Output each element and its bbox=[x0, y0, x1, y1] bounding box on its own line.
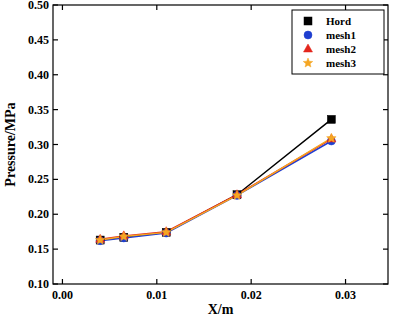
y-tick bbox=[53, 4, 58, 5]
chart: 0.00 0.01 0.02 0.03 0.10 0.15 0.20 0.25 0.30 0.35… bbox=[0, 0, 400, 322]
legend-label: mesh1 bbox=[326, 29, 356, 41]
y-tick bbox=[53, 283, 58, 284]
point bbox=[95, 235, 105, 244]
point bbox=[96, 236, 104, 244]
legend-box bbox=[292, 10, 384, 74]
x-tick-label: 0.02 bbox=[241, 288, 262, 302]
legend-marker bbox=[304, 17, 312, 25]
y-tick-label: 0.30 bbox=[28, 138, 49, 152]
y-tick-label: 0.15 bbox=[28, 242, 49, 256]
point bbox=[232, 190, 242, 199]
x-tick bbox=[156, 279, 157, 284]
series-line bbox=[100, 141, 331, 241]
y-tick-right bbox=[383, 4, 388, 5]
legend-label: Hord bbox=[326, 15, 351, 27]
y-tick bbox=[53, 74, 58, 75]
legend-marker bbox=[304, 31, 312, 39]
x-tick-top bbox=[62, 5, 63, 10]
series-line bbox=[100, 119, 331, 240]
x-tick bbox=[251, 279, 252, 284]
y-tick bbox=[53, 109, 58, 110]
y-tick-label: 0.50 bbox=[28, 0, 49, 12]
y-tick-right bbox=[383, 249, 388, 250]
series-line bbox=[100, 138, 331, 240]
plot-frame bbox=[53, 5, 388, 284]
y-tick-label: 0.35 bbox=[28, 103, 49, 117]
y-tick-right bbox=[383, 283, 388, 284]
legend-label: mesh2 bbox=[326, 43, 356, 55]
y-tick-label: 0.40 bbox=[28, 68, 49, 82]
y-tick-label: 0.20 bbox=[28, 207, 49, 221]
y-tick-right bbox=[383, 214, 388, 215]
x-tick bbox=[345, 279, 346, 284]
legend-label: mesh3 bbox=[326, 57, 356, 69]
point bbox=[233, 191, 241, 199]
y-tick bbox=[53, 249, 58, 250]
legend: Hord mesh1 mesh2 mesh3 bbox=[292, 10, 384, 74]
x-tick-top bbox=[251, 5, 252, 10]
point bbox=[327, 133, 337, 142]
legend-marker bbox=[304, 44, 313, 52]
series-group bbox=[95, 115, 336, 244]
y-tick bbox=[53, 179, 58, 180]
point bbox=[119, 232, 129, 241]
y-tick-right bbox=[383, 109, 388, 110]
x-tick-label: 0.01 bbox=[146, 288, 167, 302]
x-tick-label: 0.00 bbox=[52, 288, 73, 302]
legend-marker bbox=[303, 58, 313, 67]
x-tick-top bbox=[345, 5, 346, 10]
y-tick-right bbox=[383, 179, 388, 180]
point bbox=[233, 191, 241, 199]
x-tick-label: 0.03 bbox=[335, 288, 356, 302]
y-tick bbox=[53, 144, 58, 145]
y-tick-right bbox=[383, 144, 388, 145]
y-tick bbox=[53, 214, 58, 215]
y-tick-label: 0.25 bbox=[28, 172, 49, 186]
y-tick-label: 0.45 bbox=[28, 33, 49, 47]
y-tick bbox=[53, 39, 58, 40]
y-tick-label: 0.10 bbox=[28, 277, 49, 291]
point bbox=[162, 228, 170, 236]
x-tick bbox=[62, 279, 63, 284]
y-axis-label: Pressure/MPa bbox=[3, 102, 18, 186]
x-axis-label: X/m bbox=[208, 302, 234, 317]
point bbox=[327, 134, 336, 142]
x-tick-top bbox=[156, 5, 157, 10]
point bbox=[327, 115, 335, 123]
series-line bbox=[100, 139, 331, 239]
point bbox=[161, 227, 171, 236]
